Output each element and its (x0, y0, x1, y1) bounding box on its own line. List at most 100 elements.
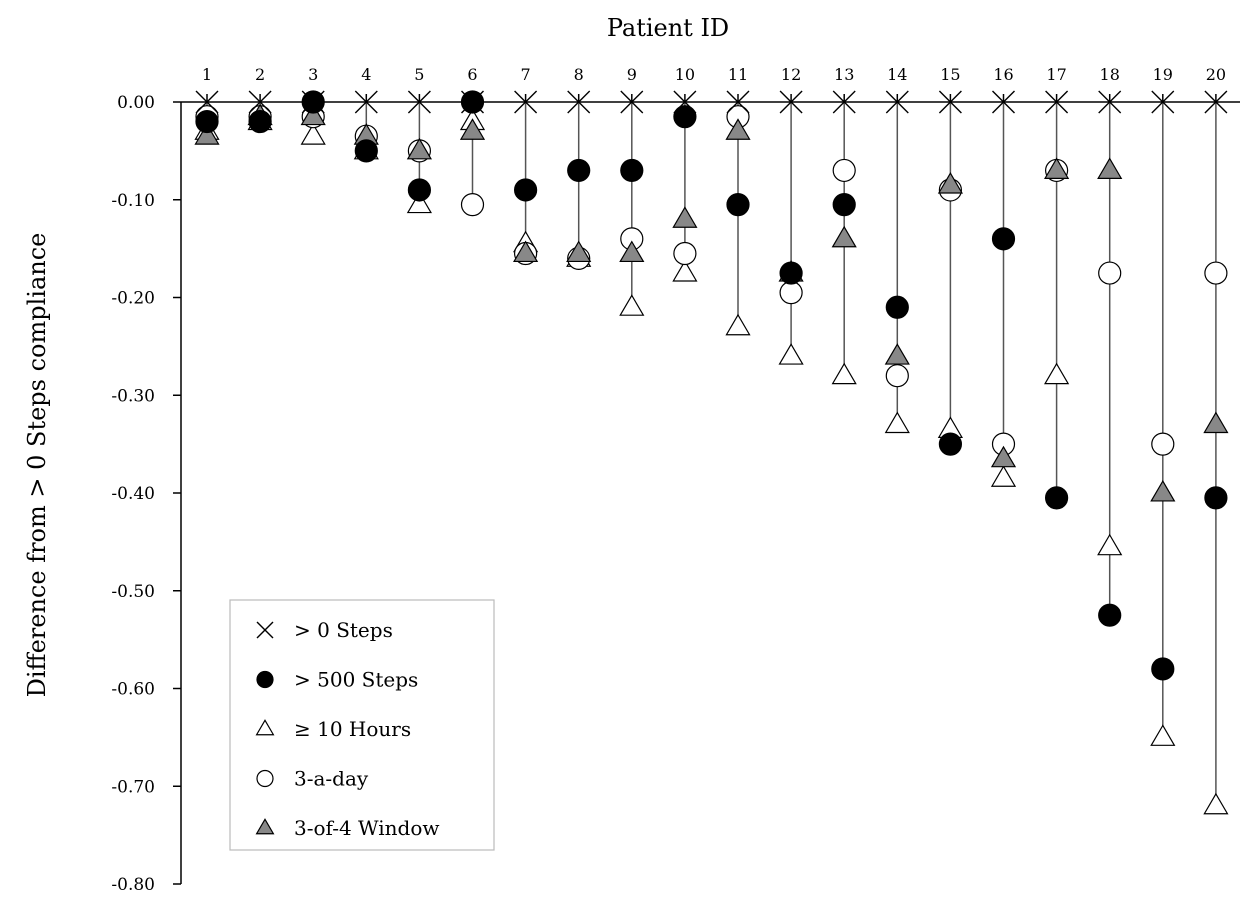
x-tick-label: 20 (1206, 65, 1226, 84)
data-point (1044, 157, 1070, 179)
data-point (194, 123, 220, 145)
data-point (1098, 261, 1122, 285)
data-point (300, 103, 326, 126)
data-point (832, 90, 856, 114)
data-point (567, 90, 591, 114)
x-tick-label: 1 (202, 65, 212, 84)
data-point (725, 118, 751, 140)
data-point (1150, 479, 1176, 502)
data-point (990, 445, 1017, 468)
axes: 0.00 -0.10 -0.20 -0.30 -0.40 -0.50 -0.60 -0.70 -… (111, 65, 1240, 895)
legend-label: > 0 Steps (294, 618, 393, 642)
data-point (459, 118, 486, 140)
data-point (831, 225, 857, 248)
data-point (1045, 90, 1069, 114)
data-point (884, 411, 910, 434)
y-axis-title: Difference from > 0 Steps compliance (23, 233, 51, 698)
legend-label: > 500 Steps (294, 668, 418, 692)
data-point (937, 172, 963, 194)
data-point (195, 109, 219, 134)
data-point (513, 178, 538, 202)
data-point (407, 90, 431, 114)
legend-label: ≥ 10 Hours (294, 717, 411, 741)
x-tick-label: 8 (574, 65, 584, 84)
data-point (779, 90, 803, 114)
legend-item: > 0 Steps (256, 618, 393, 642)
data-point (1097, 157, 1123, 179)
data-point (620, 158, 644, 183)
data-point (513, 240, 539, 263)
x-tick-label: 6 (467, 65, 477, 84)
data-point (885, 90, 909, 114)
data-point (726, 193, 750, 217)
data-point (1204, 486, 1228, 510)
data-point (406, 137, 432, 160)
x-axis-title: Patient ID (607, 14, 729, 42)
data-point (461, 90, 484, 114)
y-tick-label: -0.70 (111, 777, 155, 797)
data-point (1044, 362, 1070, 385)
x-tick-label: 12 (781, 65, 801, 84)
legend-marker (256, 670, 274, 689)
x-tick-label: 7 (521, 65, 531, 84)
x-tick-label: 10 (675, 65, 695, 84)
data-point (779, 261, 803, 285)
data-point (673, 105, 697, 129)
x-tick-label: 2 (255, 65, 265, 84)
data-point (1044, 486, 1069, 510)
data-point (884, 343, 910, 365)
data-point (195, 90, 219, 114)
legend-item: 3-a-day (256, 767, 369, 791)
data-point (407, 178, 431, 202)
data-point (1098, 90, 1122, 114)
data-point (460, 193, 485, 217)
data-point (248, 109, 272, 134)
data-point (1151, 657, 1175, 681)
x-tick-label: 17 (1046, 65, 1066, 84)
data-point (1204, 90, 1228, 114)
data-point (991, 227, 1016, 251)
legend-marker (255, 719, 275, 736)
y-tick-label: -0.10 (111, 191, 155, 211)
data-point (1151, 90, 1175, 114)
data-point (1098, 603, 1122, 627)
legend-item: 3-of-4 Window (255, 816, 440, 840)
legend-item: > 500 Steps (256, 668, 418, 692)
legend-box (229, 599, 495, 851)
legend-marker (255, 818, 275, 835)
x-tick-label: 5 (414, 65, 424, 84)
data-point (725, 313, 751, 336)
data-point (354, 90, 378, 114)
legend-label: 3-of-4 Window (294, 816, 440, 840)
data-point (566, 240, 592, 263)
data-point (832, 158, 856, 183)
data-point (1203, 411, 1229, 434)
y-tick-label: 0.00 (117, 93, 155, 113)
y-tick-label: -0.80 (111, 875, 155, 895)
y-tick-label: -0.60 (111, 680, 155, 700)
data-point (672, 259, 698, 282)
data-point (779, 281, 803, 305)
y-tick-label: -0.50 (111, 582, 155, 602)
x-tick-label: 18 (1100, 65, 1120, 84)
data-point (673, 90, 697, 114)
x-tick-label: 14 (887, 65, 907, 84)
data-point (992, 90, 1015, 114)
data-point (672, 206, 698, 228)
data-point (885, 364, 909, 388)
data-point (301, 90, 325, 114)
data-point (1151, 432, 1175, 456)
x-tick-label: 4 (361, 65, 371, 84)
y-tick-label: -0.40 (111, 484, 155, 504)
data-point (938, 90, 962, 114)
data-point (1204, 261, 1228, 285)
data-point (831, 362, 857, 385)
x-tick-label: 15 (940, 65, 960, 84)
data-point (1150, 724, 1176, 746)
legend-marker (256, 621, 274, 639)
data-point (673, 241, 697, 266)
data-point (514, 90, 538, 114)
data-point (354, 139, 378, 163)
data-point (885, 295, 909, 319)
